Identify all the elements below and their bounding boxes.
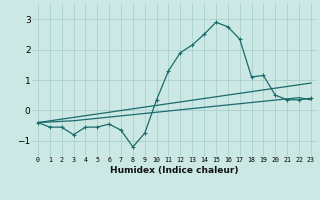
X-axis label: Humidex (Indice chaleur): Humidex (Indice chaleur) — [110, 166, 239, 175]
